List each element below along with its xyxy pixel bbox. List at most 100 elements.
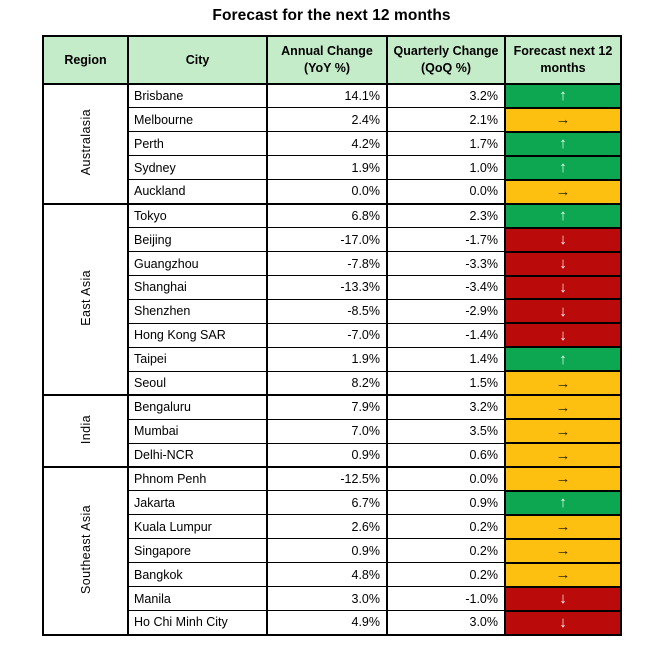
quarterly-change-cell: 2.1% <box>386 107 506 133</box>
up-arrow-icon: ↑ <box>559 207 567 225</box>
city-cell: Perth <box>127 131 268 157</box>
quarterly-change-cell: 0.6% <box>386 442 506 468</box>
region-label: India <box>78 415 93 445</box>
table-row: Shenzhen -8.5% -2.9% ↓ <box>43 298 622 325</box>
city-cell: Phnom Penh <box>127 466 268 492</box>
table-row: India Bengaluru 7.9% 3.2% → <box>42 394 622 468</box>
quarterly-change-cell: -1.7% <box>386 227 506 253</box>
header-quarterly-change-line2: (QoQ %) <box>421 61 471 75</box>
annual-change-cell: 0.9% <box>266 442 388 468</box>
down-arrow-icon: ↓ <box>559 255 567 273</box>
forecast-cell: → <box>504 418 622 445</box>
right-arrow-icon: → <box>555 183 571 201</box>
annual-change-cell: 2.6% <box>266 514 388 540</box>
right-arrow-icon: → <box>555 470 571 488</box>
quarterly-change-cell: 0.0% <box>386 179 506 205</box>
city-cell: Shanghai <box>127 275 268 300</box>
quarterly-change-cell: 3.2% <box>386 83 506 109</box>
table-row: Perth 4.2% 1.7% ↑ <box>43 130 622 157</box>
right-arrow-icon: → <box>555 542 571 560</box>
annual-change-cell: 7.0% <box>266 418 388 444</box>
table-row: Jakarta 6.7% 0.9% ↑ <box>43 489 622 516</box>
forecast-cell: ↓ <box>504 250 622 277</box>
header-forecast-line2: months <box>540 61 586 75</box>
up-arrow-icon: ↑ <box>559 159 567 177</box>
table-row: Kuala Lumpur 2.6% 0.2% → <box>43 513 622 540</box>
forecast-cell: ↑ <box>504 83 622 109</box>
header-quarterly-change: Quarterly Change (QoQ %) <box>386 35 506 85</box>
down-arrow-icon: ↓ <box>559 614 567 632</box>
city-cell: Jakarta <box>127 490 268 516</box>
annual-change-cell: 14.1% <box>266 83 388 109</box>
quarterly-change-cell: 3.2% <box>386 394 506 420</box>
table-row: Shanghai -13.3% -3.4% ↓ <box>43 274 622 301</box>
city-cell: Manila <box>127 586 268 612</box>
quarterly-change-cell: 3.5% <box>386 418 506 444</box>
up-arrow-icon: ↑ <box>559 87 567 105</box>
down-arrow-icon: ↓ <box>559 590 567 608</box>
table-row: Singapore 0.9% 0.2% → <box>43 537 622 564</box>
header-row: Region City Annual Change (YoY %) Quarte… <box>42 35 622 85</box>
header-city-label: City <box>185 52 210 67</box>
annual-change-cell: -7.0% <box>266 322 388 348</box>
table-row: Southeast Asia Phnom Penh -12.5% 0.0% → <box>42 466 622 636</box>
quarterly-change-cell: -3.4% <box>386 275 506 300</box>
city-cell: Seoul <box>127 370 268 396</box>
table-row: Manila 3.0% -1.0% ↓ <box>43 585 622 612</box>
forecast-cell: ↑ <box>504 130 622 157</box>
quarterly-change-cell: -1.0% <box>386 586 506 612</box>
annual-change-cell: -12.5% <box>266 466 388 492</box>
annual-change-cell: 0.9% <box>266 538 388 564</box>
quarterly-change-cell: 1.7% <box>386 131 506 157</box>
forecast-cell: → <box>504 537 622 564</box>
city-cell: Beijing <box>127 227 268 253</box>
table-row: Auckland 0.0% 0.0% → <box>43 178 622 205</box>
region-label: Southeast Asia <box>78 504 93 594</box>
city-cell: Bengaluru <box>127 394 268 420</box>
header-quarterly-change-line1: Quarterly Change <box>393 44 499 59</box>
forecast-cell: → <box>504 106 622 133</box>
region-cell: India <box>42 394 129 468</box>
annual-change-cell: 4.8% <box>266 562 388 588</box>
annual-change-cell: 4.9% <box>266 610 388 636</box>
table-row: Ho Chi Minh City 4.9% 3.0% ↓ <box>43 609 622 636</box>
table-row: Beijing -17.0% -1.7% ↓ <box>43 226 622 253</box>
city-cell: Brisbane <box>127 83 268 109</box>
region-cell: Southeast Asia <box>42 466 129 636</box>
annual-change-cell: 4.2% <box>266 131 388 157</box>
quarterly-change-cell: 1.0% <box>386 155 506 181</box>
annual-change-cell: 6.7% <box>266 490 388 516</box>
up-arrow-icon: ↑ <box>559 135 567 153</box>
forecast-cell: → <box>504 394 622 421</box>
city-cell: Kuala Lumpur <box>127 514 268 540</box>
right-arrow-icon: → <box>555 111 571 129</box>
annual-change-cell: 3.0% <box>266 586 388 612</box>
annual-change-cell: 1.9% <box>266 155 388 181</box>
header-annual-change: Annual Change (YoY %) <box>266 35 388 85</box>
annual-change-cell: 0.0% <box>266 179 388 205</box>
table-row: Sydney 1.9% 1.0% ↑ <box>43 154 622 181</box>
city-cell: Ho Chi Minh City <box>127 610 268 636</box>
quarterly-change-cell: -1.4% <box>386 322 506 348</box>
down-arrow-icon: ↓ <box>559 302 567 320</box>
quarterly-change-cell: 0.9% <box>386 490 506 516</box>
quarterly-change-cell: -3.3% <box>386 251 506 276</box>
city-cell: Taipei <box>127 346 268 372</box>
city-cell: Hong Kong SAR <box>127 322 268 348</box>
table-row: Bangkok 4.8% 0.2% → <box>43 561 622 588</box>
table-row: Delhi-NCR 0.9% 0.6% → <box>43 442 622 468</box>
annual-change-cell: 7.9% <box>266 394 388 420</box>
header-annual-change-line2: (YoY %) <box>303 61 351 75</box>
region-label: East Asia <box>78 270 93 326</box>
header-city: City <box>127 35 268 85</box>
table-row: Guangzhou -7.8% -3.3% ↓ <box>43 250 622 277</box>
forecast-cell: → <box>504 178 622 205</box>
annual-change-cell: -13.3% <box>266 275 388 300</box>
quarterly-change-cell: 1.5% <box>386 370 506 396</box>
forecast-cell: ↓ <box>504 585 622 612</box>
forecast-cell: ↓ <box>504 322 622 349</box>
forecast-table: Region City Annual Change (YoY %) Quarte… <box>42 35 622 636</box>
table-row: Mumbai 7.0% 3.5% → <box>43 418 622 445</box>
table-row: Seoul 8.2% 1.5% → <box>43 370 622 397</box>
